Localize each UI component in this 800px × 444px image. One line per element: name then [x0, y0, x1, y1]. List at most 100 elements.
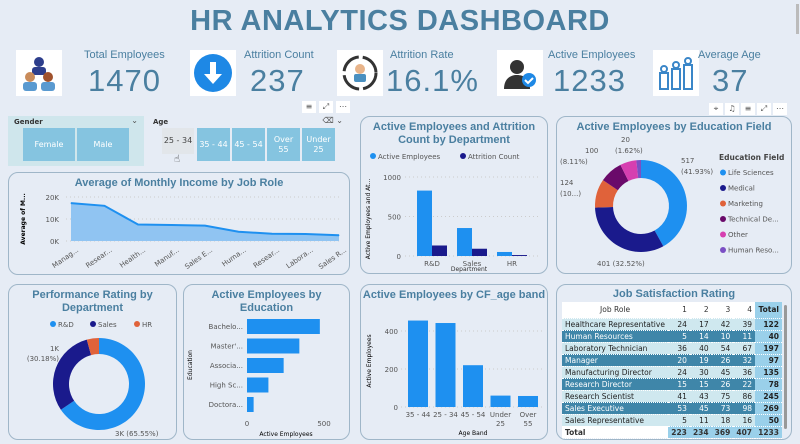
more-options-icon[interactable]: ⋯: [336, 101, 350, 113]
table-cell: 98: [733, 402, 756, 415]
x-tick-label: 500: [317, 420, 330, 428]
bar-attrition-count: [472, 248, 487, 256]
column-header[interactable]: Total: [755, 302, 782, 319]
perf-donut: R&D Sales HR 3K (65.55%) 1K (30.18%): [27, 321, 159, 438]
table-cell: 16: [733, 414, 756, 427]
age-option-25-34[interactable]: 25 - 34: [162, 128, 194, 154]
x-tick-label: Resear...: [84, 246, 113, 270]
column-header[interactable]: 1: [668, 302, 690, 319]
page-scrollbar[interactable]: [796, 4, 799, 34]
table-cell: 135: [755, 366, 782, 379]
data-label: 3K (65.55%): [115, 430, 159, 438]
y-tick-label: 0: [397, 253, 401, 261]
table-cell: 40: [689, 342, 712, 355]
pin-icon[interactable]: ⌖: [709, 103, 723, 115]
y-tick-label: 400: [385, 328, 398, 336]
y-tick-label: 10K: [46, 216, 60, 224]
jobsat-card: Job Satisfaction Rating Job Role 1 2 3 4 Tota…: [556, 284, 792, 440]
kpi-value: 237: [250, 63, 305, 98]
table-cell: 42: [711, 318, 734, 331]
hand-cursor-icon: ☝: [174, 154, 181, 165]
table-row: Manager 20 19 26 32 97: [562, 354, 782, 367]
legend-label: R&D: [58, 321, 74, 329]
table-cell: 15: [668, 378, 690, 391]
table-cell: 22: [733, 378, 756, 391]
data-label: (41.93%): [681, 168, 713, 176]
table-cell: 14: [689, 330, 712, 343]
focus-mode-icon[interactable]: ⤢: [319, 101, 333, 113]
x-axis-label: Age Band: [459, 430, 488, 437]
data-label: 517: [681, 157, 694, 165]
legend-marker: [90, 321, 96, 327]
user-check-icon: [497, 50, 543, 96]
donut-slice: [595, 180, 618, 208]
gender-option-male[interactable]: Male: [77, 128, 129, 161]
bar: [518, 395, 538, 407]
income-area: [71, 203, 339, 241]
kpi-label: Average Age: [698, 49, 761, 61]
age-option-over-55[interactable]: Over 55: [267, 128, 300, 161]
age-slicer-label: Age: [153, 118, 169, 126]
legend-marker: [460, 153, 466, 159]
table-cell: 75: [711, 390, 734, 403]
eraser-icon[interactable]: ⌫ ⌄: [322, 116, 343, 125]
jobsat-table: Job Role 1 2 3 4 Total Healthcare Representati…: [562, 302, 782, 439]
table-cell: 5: [668, 414, 690, 427]
table-cell: Research Director: [562, 378, 669, 391]
jobsat-table-wrap: Job Role 1 2 3 4 Total Healthcare Representati…: [562, 302, 782, 439]
table-cell: 73: [711, 402, 734, 415]
table-cell: 197: [755, 342, 782, 355]
visual-header-toolbar: ⌖ ♫ ≡ ⤢ ⋯: [709, 103, 787, 115]
column-header[interactable]: 3: [711, 302, 734, 319]
table-cell: 11: [733, 330, 756, 343]
table-row: Research Scientist 41 43 75 86 245: [562, 390, 782, 403]
chevron-down-icon[interactable]: ⌄: [131, 116, 138, 125]
bell-icon[interactable]: ♫: [725, 103, 739, 115]
legend-marker: [720, 216, 726, 222]
more-options-icon[interactable]: ⋯: [773, 103, 787, 115]
column-header[interactable]: 2: [689, 302, 712, 319]
table-row: Healthcare Representative 24 17 42 39 122: [562, 318, 782, 331]
table-cell: 11: [689, 414, 712, 427]
ageband-title: Active Employees by CF_age band: [362, 289, 546, 301]
edu-card: Active Employees by Education Bachelo...…: [183, 284, 350, 440]
table-cell: 10: [711, 330, 734, 343]
age-option-35-44[interactable]: 35 - 44: [197, 128, 230, 161]
ageband-card: Active Employees by CF_age band 0 200 400 3…: [360, 284, 548, 440]
data-label: (8.11%): [560, 158, 588, 166]
column-header[interactable]: 4: [733, 302, 756, 319]
bar: [247, 358, 284, 373]
donut-slice: [52, 339, 92, 410]
x-tick-label: Resear...: [252, 246, 281, 270]
x-tick-label: Labora...: [285, 246, 315, 270]
x-tick-label: 35 - 44: [406, 411, 431, 419]
kpi-value: 1470: [88, 63, 161, 98]
column-header[interactable]: Job Role: [562, 302, 669, 319]
x-tick-label: 0: [245, 420, 249, 428]
table-scrollbar[interactable]: [784, 305, 787, 429]
dashboard-title: HR ANALYTICS DASHBOARD: [190, 5, 610, 37]
legend-marker: [720, 200, 726, 207]
data-label: (30.18%): [27, 355, 59, 363]
table-cell: 67: [733, 342, 756, 355]
table-cell: 24: [668, 366, 690, 379]
legend-label: HR: [142, 321, 152, 329]
age-option-under-25[interactable]: Under 25: [302, 128, 335, 161]
table-row: Sales Executive 53 45 73 98 269: [562, 402, 782, 415]
filter-icon[interactable]: ≡: [741, 103, 755, 115]
income-title: Average of Monthly Income by Job Role: [74, 177, 284, 189]
table-cell: 269: [755, 402, 782, 415]
donut-slice: [641, 160, 687, 247]
y-tick-label: 20K: [46, 194, 60, 202]
donut-slice: [620, 160, 639, 181]
legend-marker: [720, 185, 726, 191]
table-cell: Manager: [562, 354, 669, 367]
focus-mode-icon[interactable]: ⤢: [757, 103, 771, 115]
legend-marker: [720, 231, 726, 238]
age-option-45-54[interactable]: 45 - 54: [232, 128, 265, 161]
filter-icon[interactable]: ≡: [302, 101, 316, 113]
x-tick-label: Huma...: [221, 246, 248, 268]
gender-option-female[interactable]: Female: [23, 128, 75, 161]
legend-label: Other: [728, 231, 748, 239]
